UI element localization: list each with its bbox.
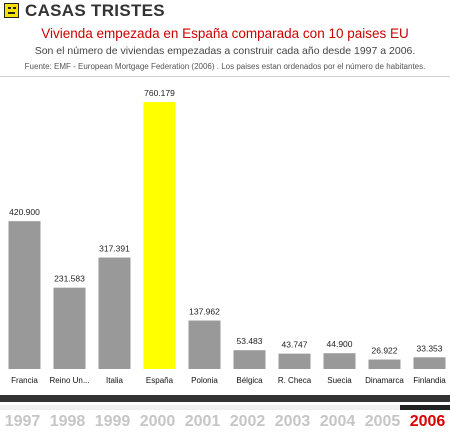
chart-title: Vivienda empezada en España comparada co… xyxy=(41,26,409,41)
bar-3[interactable] xyxy=(143,102,176,369)
year-2004[interactable]: 2004 xyxy=(319,413,356,430)
category-label-6: R. Checa xyxy=(278,376,312,385)
sad-face-logo-icon xyxy=(4,3,19,18)
category-label-5: Bélgica xyxy=(236,376,263,385)
bar-4[interactable] xyxy=(188,320,221,369)
value-label-8: 26.922 xyxy=(372,346,398,356)
bar-5[interactable] xyxy=(233,350,266,369)
brand-title: CASAS TRISTES xyxy=(25,1,165,20)
category-label-1: Reino Un... xyxy=(49,376,89,385)
year-1997[interactable]: 1997 xyxy=(4,413,41,430)
bar-2[interactable] xyxy=(98,257,131,369)
value-label-4: 137.962 xyxy=(189,307,220,317)
category-label-3: España xyxy=(146,376,174,385)
top-bar: CASAS TRISTES xyxy=(0,0,450,22)
year-2001[interactable]: 2001 xyxy=(184,413,221,430)
year-2003[interactable]: 2003 xyxy=(274,413,311,430)
year-2006[interactable]: 2006 xyxy=(409,413,446,430)
chart-subtitle: Son el número de viviendas empezadas a c… xyxy=(34,45,416,57)
divider xyxy=(0,76,450,77)
value-label-2: 317.391 xyxy=(99,244,130,254)
value-label-0: 420.900 xyxy=(9,207,40,217)
bar-9[interactable] xyxy=(413,357,446,369)
chart-source: Fuente: EMF - European Mortgage Federati… xyxy=(24,62,426,71)
year-2000[interactable]: 2000 xyxy=(139,413,176,430)
value-label-5: 53.483 xyxy=(237,336,263,346)
bar-6[interactable] xyxy=(278,353,311,369)
category-label-9: Finlandia xyxy=(413,376,446,385)
value-label-9: 33.353 xyxy=(417,343,443,353)
value-label-6: 43.747 xyxy=(282,340,308,350)
year-2005[interactable]: 2005 xyxy=(364,413,401,430)
year-2002[interactable]: 2002 xyxy=(229,413,266,430)
bar-chart: 420.900 Francia 231.583 Reino Un... 317.391 I… xyxy=(8,88,446,385)
value-label-7: 44.900 xyxy=(327,339,353,349)
timeline-subtrack xyxy=(0,405,450,410)
category-label-7: Suecia xyxy=(327,376,352,385)
category-label-4: Polonia xyxy=(191,376,218,385)
bar-8[interactable] xyxy=(368,359,401,369)
bar-7[interactable] xyxy=(323,353,356,369)
bar-1[interactable] xyxy=(53,287,86,369)
bar-0[interactable] xyxy=(8,221,41,369)
value-label-1: 231.583 xyxy=(54,274,85,284)
year-1999[interactable]: 1999 xyxy=(94,413,131,430)
category-label-8: Dinamarca xyxy=(365,376,404,385)
year-selector: 1997 1998 1999 2000 2001 2002 2003 2004 2005 2006 xyxy=(0,413,450,435)
category-label-0: Francia xyxy=(11,376,38,385)
timeline-track[interactable] xyxy=(0,395,450,402)
category-label-2: Italia xyxy=(106,376,123,385)
timeline-active-marker xyxy=(400,405,450,410)
year-1998[interactable]: 1998 xyxy=(49,413,86,430)
value-label-3: 760.179 xyxy=(144,88,175,98)
